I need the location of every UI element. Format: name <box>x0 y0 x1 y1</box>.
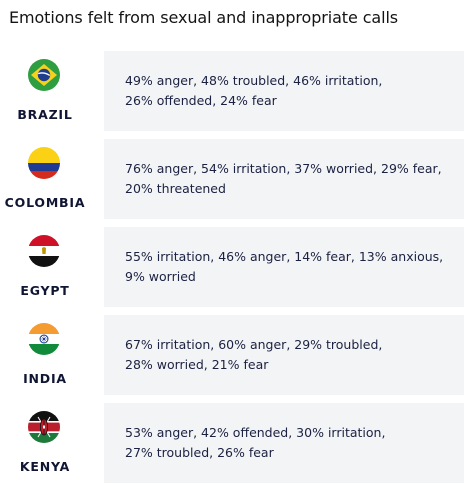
country-name: KENYA <box>19 459 71 474</box>
stats-panel: 55% irritation, 46% anger, 14% fear, 13%… <box>104 227 464 307</box>
egypt-flag-icon <box>28 235 60 267</box>
page-title: Emotions felt from sexual and inappropri… <box>9 8 399 27</box>
stats-panel: 67% irritation, 60% anger, 29% troubled,… <box>104 315 464 395</box>
country-cell: INDIA <box>0 315 90 395</box>
country-cell: BRAZIL <box>0 51 90 131</box>
country-row-egypt: EGYPT 55% irritation, 46% anger, 14% fea… <box>0 227 474 307</box>
country-row-india: INDIA 67% irritation, 60% anger, 29% tro… <box>0 315 474 395</box>
stats-line: 9% worried <box>125 269 196 284</box>
stats-line: 26% offended, 24% fear <box>125 93 277 108</box>
emotion-stats: 49% anger, 48% troubled, 46% irritation,… <box>125 71 455 111</box>
country-name: BRAZIL <box>17 107 73 122</box>
stats-line: 67% irritation, 60% anger, 29% troubled, <box>125 337 383 352</box>
country-row-brazil: BRAZIL 49% anger, 48% troubled, 46% irri… <box>0 51 474 131</box>
stats-line: 55% irritation, 46% anger, 14% fear, 13%… <box>125 249 444 264</box>
brazil-flag-icon <box>28 59 60 91</box>
emotion-stats: 55% irritation, 46% anger, 14% fear, 13%… <box>125 247 455 287</box>
stats-line: 27% troubled, 26% fear <box>125 445 274 460</box>
india-flag-icon <box>28 323 60 355</box>
emotion-stats: 53% anger, 42% offended, 30% irritation,… <box>125 423 455 463</box>
stats-panel: 76% anger, 54% irritation, 37% worried, … <box>104 139 464 219</box>
country-name: EGYPT <box>20 283 70 298</box>
stats-line: 76% anger, 54% irritation, 37% worried, … <box>125 161 442 176</box>
country-row-kenya: KENYA 53% anger, 42% offended, 30% irrit… <box>0 403 474 483</box>
stats-panel: 49% anger, 48% troubled, 46% irritation,… <box>104 51 464 131</box>
colombia-flag-icon <box>28 147 60 179</box>
country-name: INDIA <box>23 371 67 386</box>
kenya-flag-icon <box>28 411 60 443</box>
emotion-stats: 67% irritation, 60% anger, 29% troubled,… <box>125 335 455 375</box>
country-cell: COLOMBIA <box>0 139 90 219</box>
country-cell: KENYA <box>0 403 90 483</box>
stats-line: 20% threatened <box>125 181 226 196</box>
stats-line: 49% anger, 48% troubled, 46% irritation, <box>125 73 383 88</box>
stats-line: 28% worried, 21% fear <box>125 357 269 372</box>
emotion-stats: 76% anger, 54% irritation, 37% worried, … <box>125 159 455 199</box>
stats-panel: 53% anger, 42% offended, 30% irritation,… <box>104 403 464 483</box>
country-row-colombia: COLOMBIA 76% anger, 54% irritation, 37% … <box>0 139 474 219</box>
country-name: COLOMBIA <box>4 195 86 210</box>
stats-line: 53% anger, 42% offended, 30% irritation, <box>125 425 386 440</box>
country-cell: EGYPT <box>0 227 90 307</box>
